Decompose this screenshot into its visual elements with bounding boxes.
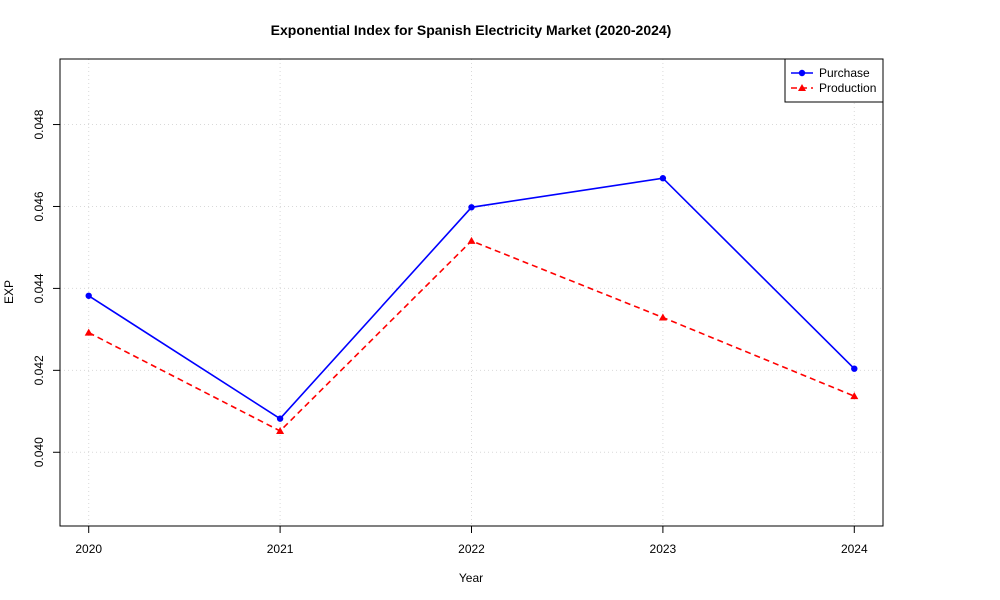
legend-label: Purchase [819,66,870,80]
data-point-purchase [85,292,92,299]
y-tick-label: 0.048 [32,109,46,139]
series-line-purchase [88,177,855,420]
series-production [84,236,859,434]
data-point-purchase [851,365,858,372]
x-tick-label: 2023 [650,542,677,556]
series-purchase [85,175,858,422]
y-axis-title: EXP [2,280,16,304]
legend-box [784,58,884,103]
data-point-production [276,426,285,434]
x-tick-label: 2021 [267,542,294,556]
data-point-production [658,313,667,321]
chart-title: Exponential Index for Spanish Electricit… [271,22,672,38]
x-tick-label: 2024 [841,542,868,556]
data-point-purchase [468,204,475,211]
y-tick-label: 0.040 [32,437,46,467]
y-tick-label: 0.046 [32,191,46,221]
series-layer [84,175,859,434]
data-point-purchase [659,175,667,182]
data-point-production [798,84,806,91]
x-axis-title: Year [459,571,483,585]
data-point-production [467,236,476,244]
x-tick-label: 2020 [75,542,102,556]
data-point-purchase [276,415,284,422]
y-axis: 0.040 0.042 0.044 0.046 0.048 [32,109,60,467]
data-point-production [84,328,93,336]
data-point-purchase [798,69,806,77]
legend-item-production: Production [791,81,876,95]
legend-label: Production [819,81,876,95]
data-point-production [850,392,859,400]
y-tick-label: 0.042 [32,355,46,385]
x-tick-label: 2022 [458,542,485,556]
y-tick-label: 0.044 [32,273,46,303]
grid [60,59,883,526]
x-axis: 2020 2021 2022 2023 2024 [75,526,868,556]
legend-item-purchase: Purchase [791,66,870,80]
